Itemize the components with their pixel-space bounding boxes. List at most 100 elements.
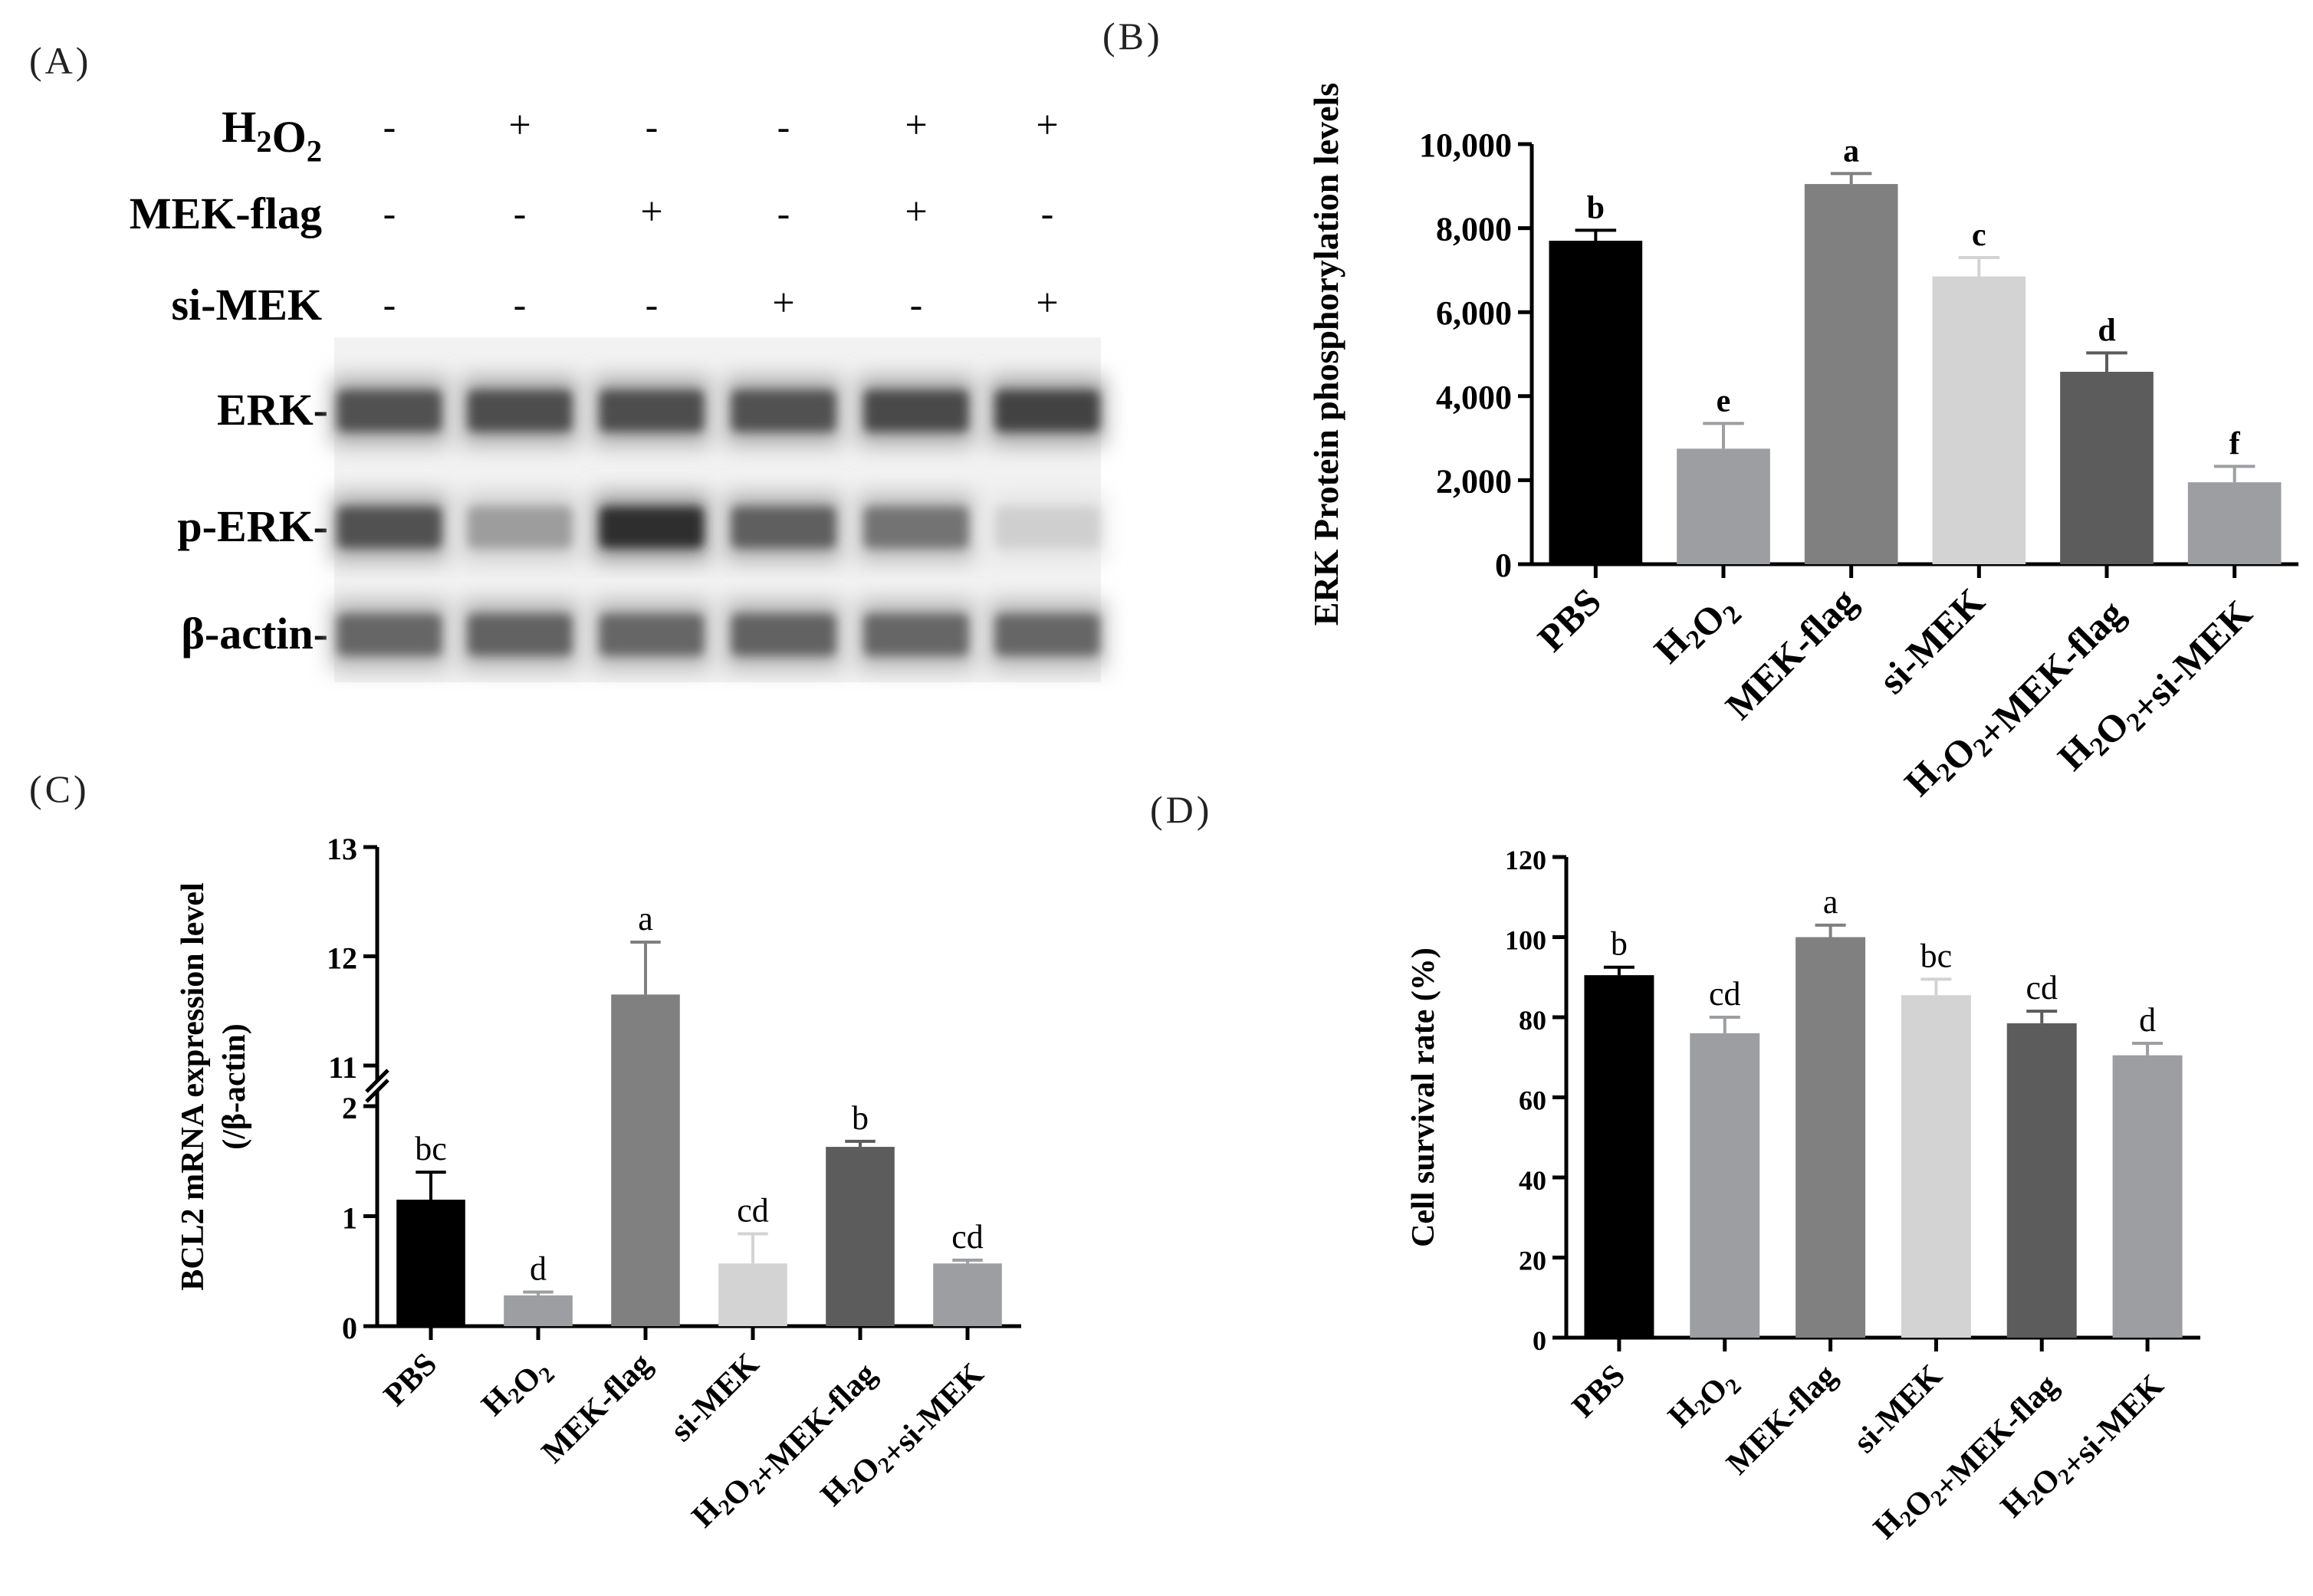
band-label: p-ERK- xyxy=(177,501,328,551)
condition-sign: - xyxy=(910,283,923,326)
significance-letter: b xyxy=(1611,925,1628,963)
blot-band xyxy=(600,614,704,655)
y-tick-label: 100 xyxy=(1505,925,1546,956)
blot-band xyxy=(468,614,572,655)
y-axis-label-2: (/β-actin) xyxy=(217,1023,252,1149)
condition-sign: - xyxy=(383,283,396,326)
y-tick-label: 0 xyxy=(342,1311,357,1345)
condition-sign: - xyxy=(514,192,527,235)
blot-band xyxy=(731,390,836,432)
condition-sign: + xyxy=(1036,281,1058,325)
condition-sign: - xyxy=(383,105,396,148)
blot-band xyxy=(864,614,968,655)
significance-letter: b xyxy=(1587,190,1605,225)
significance-letter: d xyxy=(2098,313,2115,348)
condition-sign: + xyxy=(905,103,927,147)
y-tick-label: 0 xyxy=(1533,1325,1546,1356)
condition-label: si-MEK xyxy=(171,280,322,330)
condition-sign: - xyxy=(1041,192,1054,235)
x-category-label: H2O2+si-MEK xyxy=(1994,1358,2170,1534)
y-tick-label: 11 xyxy=(328,1050,357,1085)
condition-sign: + xyxy=(905,190,927,234)
blot-band xyxy=(600,507,704,548)
axis-break-mark xyxy=(365,1069,389,1093)
y-axis-label: Cell survival rate (%) xyxy=(1406,947,1441,1247)
bar-si-mek xyxy=(1932,276,2026,564)
blot-band xyxy=(731,614,836,655)
bar-mek-flag xyxy=(1796,937,1866,1338)
x-category-label: PBS xyxy=(1566,1358,1632,1425)
y-tick-label: 4,000 xyxy=(1436,379,1512,416)
significance-letter: bc xyxy=(415,1130,447,1167)
panel-label-a: (A) xyxy=(29,39,92,82)
panel-label-d: (D) xyxy=(1150,788,1213,831)
significance-letter: a xyxy=(1843,133,1859,169)
panel-label-c: (C) xyxy=(29,767,90,810)
condition-sign: + xyxy=(1036,103,1058,147)
bar-mek-flag xyxy=(611,994,680,1326)
significance-letter: d xyxy=(530,1250,547,1288)
x-category-label: MEK-flag xyxy=(1720,1358,1843,1482)
bar-pbs xyxy=(1584,975,1654,1338)
y-tick-label: 1 xyxy=(342,1201,357,1236)
significance-letter: a xyxy=(638,900,653,938)
y-tick-label: 8,000 xyxy=(1436,211,1512,248)
blot-band xyxy=(731,507,836,548)
bar-mek-flag xyxy=(1804,184,1898,564)
bar-si-mek xyxy=(1901,995,1971,1338)
blot-band xyxy=(995,614,1099,655)
bar-h2o2-mek-flag xyxy=(826,1147,895,1326)
significance-letter: cd xyxy=(737,1191,769,1229)
y-tick-label: 0 xyxy=(1495,547,1512,584)
y-tick-label: 20 xyxy=(1519,1246,1546,1276)
band-label: β-actin- xyxy=(181,609,328,658)
significance-letter: cd xyxy=(2026,969,2058,1007)
bar-pbs xyxy=(1549,241,1643,564)
condition-sign: + xyxy=(640,190,662,234)
condition-sign: - xyxy=(514,283,527,326)
bar-h2o2 xyxy=(504,1295,573,1326)
blot-band xyxy=(468,390,572,432)
significance-letter: cd xyxy=(951,1218,984,1256)
y-tick-label: 80 xyxy=(1519,1005,1546,1036)
blot-band xyxy=(995,507,1099,548)
axis-break-mark xyxy=(365,1079,389,1103)
blot-band xyxy=(337,507,442,548)
band-label: ERK- xyxy=(217,385,328,435)
condition-sign: - xyxy=(646,105,659,148)
x-category-label: si-MEK xyxy=(1847,1358,1949,1460)
y-tick-label: 6,000 xyxy=(1436,294,1512,332)
y-tick-label: 10,000 xyxy=(1419,126,1512,164)
y-tick-label: 120 xyxy=(1505,845,1546,875)
condition-label: H2O2 xyxy=(222,102,322,169)
significance-letter: cd xyxy=(1709,975,1741,1013)
significance-letter: d xyxy=(2139,1001,2156,1039)
panel-label-b: (B) xyxy=(1102,15,1163,57)
significance-letter: b xyxy=(852,1099,869,1137)
blot-band xyxy=(337,614,442,655)
y-tick-label: 12 xyxy=(327,941,357,976)
y-axis-label: BCL2 mRNA expression level xyxy=(176,882,211,1290)
y-tick-label: 2,000 xyxy=(1436,462,1512,500)
significance-letter: e xyxy=(1717,383,1731,419)
y-tick-label: 13 xyxy=(327,832,357,866)
condition-sign: - xyxy=(777,105,790,148)
blot-band xyxy=(600,390,704,432)
blot-band xyxy=(864,507,968,548)
y-tick-label: 60 xyxy=(1519,1085,1546,1116)
bar-h2o2-mek-flag xyxy=(2006,1023,2077,1338)
x-category-label: H2O2 xyxy=(1661,1358,1746,1443)
significance-letter: c xyxy=(1972,218,1986,253)
significance-letter: bc xyxy=(1920,937,1953,974)
western-blot-panel: H2O2 - + - - + + MEK-flag - - + - + - si-MEK - - - + - + ERK-… xyxy=(130,102,1106,682)
blot-band xyxy=(864,390,968,432)
condition-sign: + xyxy=(772,281,794,325)
significance-letter: f xyxy=(2229,426,2241,461)
condition-sign: + xyxy=(508,103,531,147)
bar-pbs xyxy=(396,1199,465,1326)
bar-h2o2-mek-flag xyxy=(2060,372,2154,564)
bar-h2o2-si-mek xyxy=(2187,482,2282,564)
